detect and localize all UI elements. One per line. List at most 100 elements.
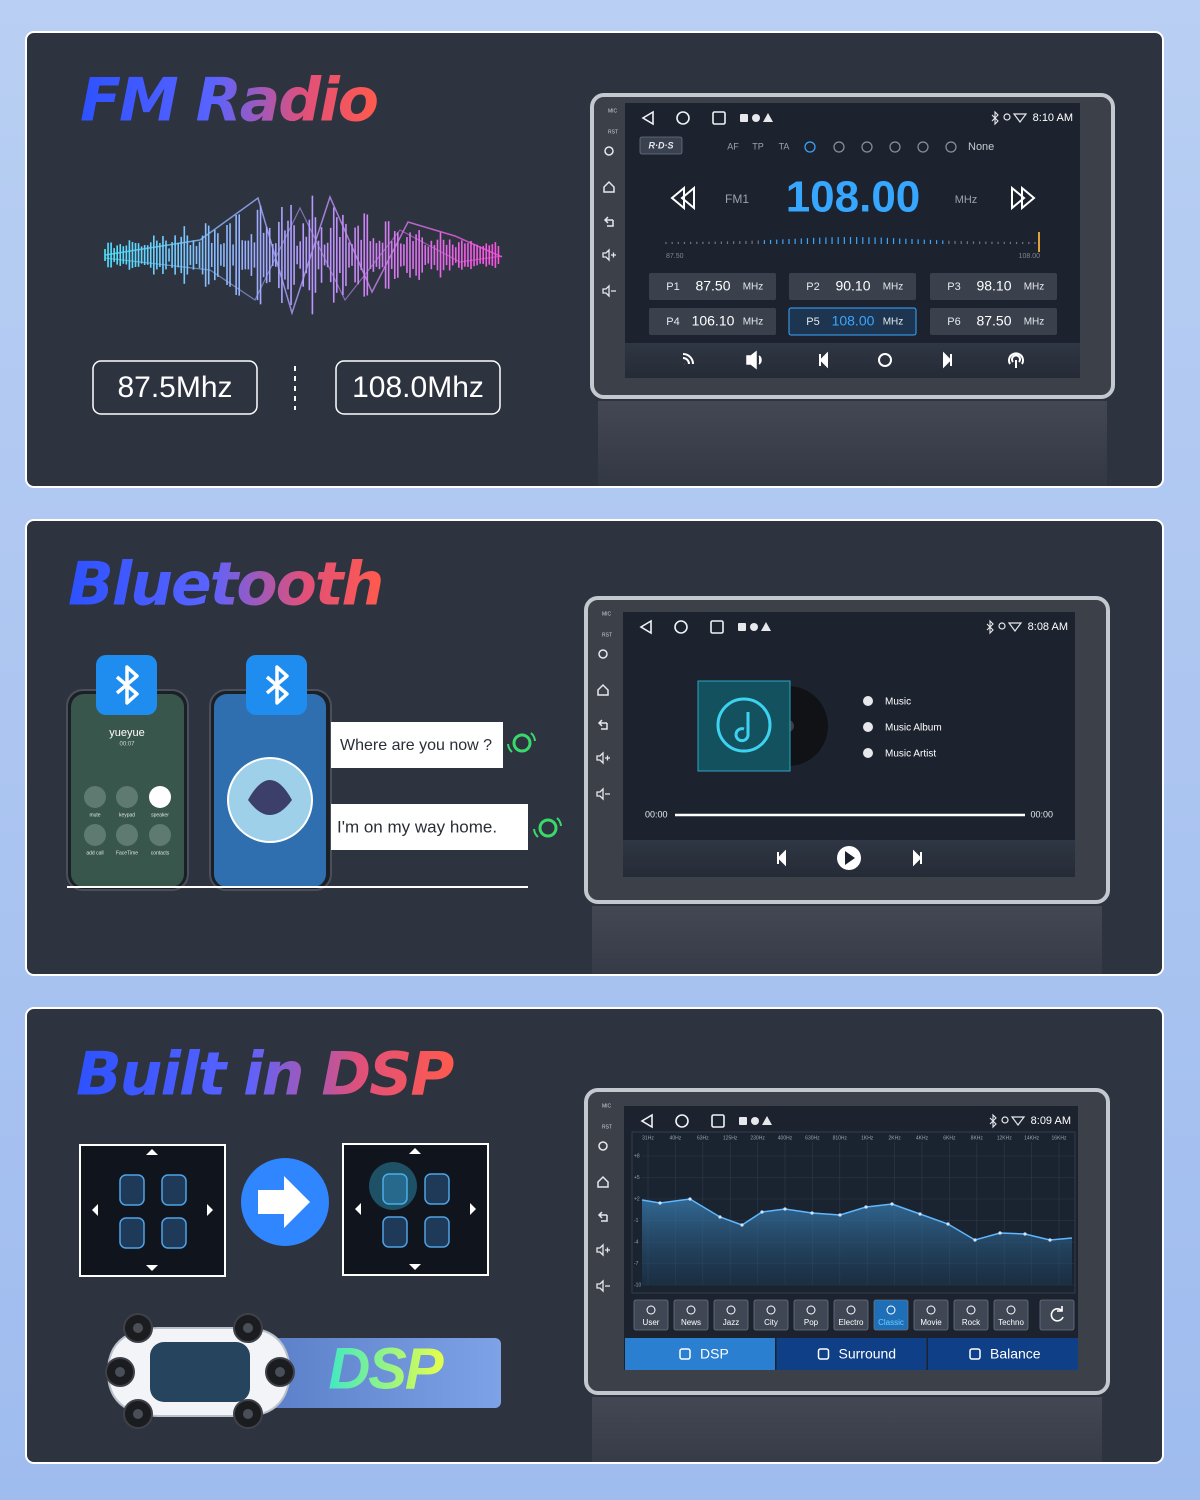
- home-button[interactable]: [603, 180, 615, 193]
- menu-item[interactable]: Music: [885, 697, 911, 708]
- previous-button[interactable]: [777, 849, 786, 867]
- menu-icon[interactable]: [863, 696, 873, 706]
- eq-handle[interactable]: [718, 1215, 722, 1219]
- seat-view: [79, 1144, 226, 1277]
- volume-up[interactable]: [596, 751, 610, 765]
- eq-handle[interactable]: [1023, 1232, 1027, 1236]
- eq-handle[interactable]: [688, 1197, 692, 1201]
- power-button[interactable]: [604, 146, 614, 156]
- volume-up[interactable]: [602, 248, 616, 262]
- broadcast-button[interactable]: [1008, 352, 1024, 368]
- power-button[interactable]: [598, 1141, 608, 1151]
- radio-option-icon[interactable]: [917, 141, 929, 153]
- eq-preset[interactable]: [953, 1299, 989, 1331]
- nav-recent[interactable]: [712, 111, 726, 125]
- rss-button[interactable]: [682, 353, 694, 365]
- power-button[interactable]: [598, 649, 608, 659]
- volume-down[interactable]: [602, 284, 616, 298]
- eq-handle[interactable]: [918, 1212, 922, 1216]
- eq-handle[interactable]: [1048, 1238, 1052, 1242]
- preset-button[interactable]: [930, 308, 1057, 335]
- tab-icon: [817, 1348, 830, 1360]
- eq-handle[interactable]: [658, 1201, 662, 1205]
- back-button[interactable]: [603, 216, 614, 227]
- menu-item[interactable]: Music Artist: [885, 749, 936, 760]
- menu-icon[interactable]: [863, 748, 873, 758]
- home-button[interactable]: [597, 683, 609, 696]
- next-button[interactable]: [943, 351, 952, 369]
- eq-handle[interactable]: [864, 1205, 868, 1209]
- volume-button[interactable]: [746, 350, 762, 370]
- preset-unit: MHz: [883, 282, 904, 293]
- radio-option-icon[interactable]: [861, 141, 873, 153]
- volume-up[interactable]: [596, 1243, 610, 1257]
- tab[interactable]: [776, 1338, 927, 1370]
- call-button[interactable]: [116, 786, 138, 808]
- tab[interactable]: [625, 1338, 775, 1370]
- eq-handle[interactable]: [810, 1211, 814, 1215]
- reset-button[interactable]: [1039, 1299, 1075, 1331]
- eq-preset[interactable]: [913, 1299, 949, 1331]
- back-button[interactable]: [597, 719, 608, 730]
- eq-preset[interactable]: [753, 1299, 789, 1331]
- eq-preset-label: Rock: [962, 1318, 981, 1327]
- seat: [119, 1174, 145, 1206]
- menu-icon[interactable]: [863, 722, 873, 732]
- previous-button[interactable]: [819, 351, 828, 369]
- eq-handle[interactable]: [890, 1202, 894, 1206]
- eq-preset[interactable]: [713, 1299, 749, 1331]
- eq-preset-label: Techno: [998, 1318, 1024, 1327]
- eq-handle[interactable]: [740, 1223, 744, 1227]
- eq-handle[interactable]: [838, 1213, 842, 1217]
- eq-preset[interactable]: [833, 1299, 869, 1331]
- radio-option-icon[interactable]: [945, 141, 957, 153]
- eq-preset[interactable]: [673, 1299, 709, 1331]
- nav-back[interactable]: [640, 1113, 653, 1129]
- radio-option-icon[interactable]: [889, 141, 901, 153]
- range-box: [335, 360, 501, 415]
- nav-back[interactable]: [641, 110, 654, 126]
- nav-back[interactable]: [639, 619, 652, 635]
- eq-handle[interactable]: [998, 1231, 1002, 1235]
- call-button[interactable]: [149, 786, 171, 808]
- search-button[interactable]: [878, 353, 892, 367]
- preset-button[interactable]: [789, 273, 916, 300]
- next-button[interactable]: [913, 849, 922, 867]
- call-button[interactable]: [149, 824, 171, 846]
- band-label: FM1: [725, 192, 749, 206]
- preset-button[interactable]: [649, 308, 776, 335]
- eq-handle[interactable]: [783, 1207, 787, 1211]
- volume-down[interactable]: [596, 787, 610, 801]
- nav-home[interactable]: [676, 111, 690, 125]
- eq-preset[interactable]: [793, 1299, 829, 1331]
- preset-button[interactable]: [930, 273, 1057, 300]
- call-button[interactable]: [84, 786, 106, 808]
- eq-handle[interactable]: [973, 1238, 977, 1242]
- seek-back[interactable]: [670, 185, 695, 211]
- tab[interactable]: [928, 1338, 1078, 1370]
- preset-button[interactable]: [788, 307, 917, 336]
- nav-recent[interactable]: [710, 620, 724, 634]
- preset-frequency: 106.10: [692, 313, 735, 329]
- eq-handle[interactable]: [760, 1210, 764, 1214]
- eq-preset[interactable]: [993, 1299, 1029, 1331]
- seek-forward[interactable]: [1011, 185, 1036, 211]
- volume-down[interactable]: [596, 1279, 610, 1293]
- seat: [382, 1216, 408, 1248]
- eq-preset[interactable]: [633, 1299, 669, 1331]
- nav-home[interactable]: [675, 1114, 689, 1128]
- menu-item[interactable]: Music Album: [885, 723, 942, 734]
- preset-frequency: 108.00: [832, 313, 875, 329]
- eq-handle[interactable]: [946, 1222, 950, 1226]
- eq-curve: [641, 1198, 1073, 1241]
- eq-preset[interactable]: [873, 1299, 909, 1331]
- call-button[interactable]: [84, 824, 106, 846]
- home-button[interactable]: [597, 1175, 609, 1188]
- preset-button[interactable]: [649, 273, 776, 300]
- call-button[interactable]: [116, 824, 138, 846]
- radio-option-icon[interactable]: [804, 141, 816, 153]
- radio-option-icon[interactable]: [833, 141, 845, 153]
- back-button[interactable]: [597, 1211, 608, 1222]
- nav-recent[interactable]: [711, 1114, 725, 1128]
- nav-home[interactable]: [674, 620, 688, 634]
